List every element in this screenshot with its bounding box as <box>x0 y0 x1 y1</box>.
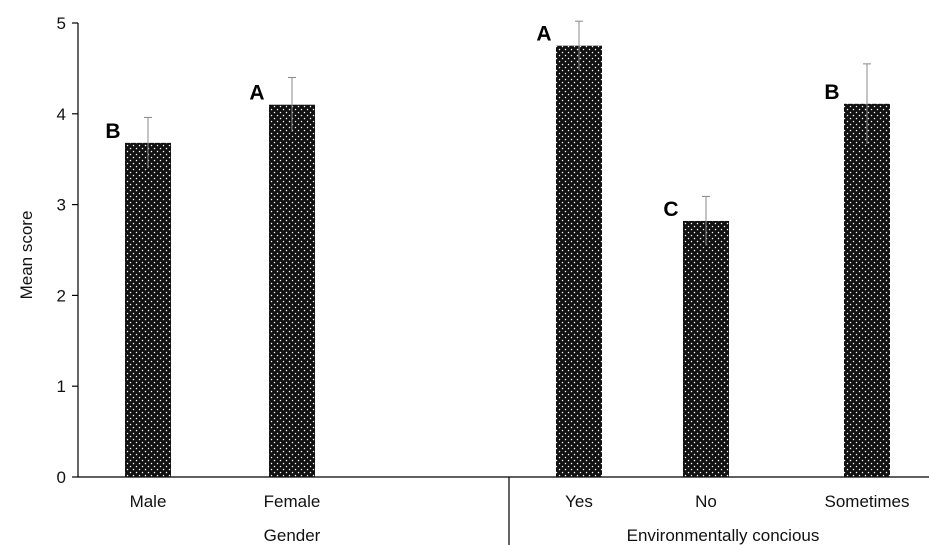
bar-male <box>125 142 171 477</box>
y-tick-label: 0 <box>57 468 66 487</box>
significance-letter: A <box>536 23 551 46</box>
group-label: Gender <box>264 526 321 545</box>
bar-sometimes <box>844 103 890 477</box>
category-labels: Male Female Yes No Sometimes <box>130 492 910 511</box>
category-label: No <box>695 492 717 511</box>
y-tick-label: 2 <box>57 286 66 305</box>
significance-letter: A <box>249 82 264 105</box>
significance-letter: B <box>105 120 120 143</box>
bars <box>125 45 890 477</box>
group-label: Environmentally concious <box>627 526 820 545</box>
y-tick-label: 4 <box>57 105 66 124</box>
y-axis-label: Mean score <box>17 211 36 300</box>
bar-no <box>683 220 729 477</box>
y-tick-label: 5 <box>57 14 66 33</box>
significance-letter: B <box>824 81 839 104</box>
category-label: Yes <box>565 492 593 511</box>
bar-yes <box>556 45 602 477</box>
significance-letter: C <box>663 198 678 221</box>
error-bars <box>144 20 871 246</box>
category-label: Female <box>264 492 321 511</box>
y-axis-ticks: 0 1 2 3 4 5 <box>57 14 78 487</box>
significance-letters: B A A C B <box>105 23 839 221</box>
category-label: Sometimes <box>824 492 909 511</box>
bar-female <box>269 104 315 477</box>
y-tick-label: 1 <box>57 377 66 396</box>
category-label: Male <box>130 492 167 511</box>
group-labels: Gender Environmentally concious <box>264 477 820 545</box>
y-tick-label: 3 <box>57 196 66 215</box>
